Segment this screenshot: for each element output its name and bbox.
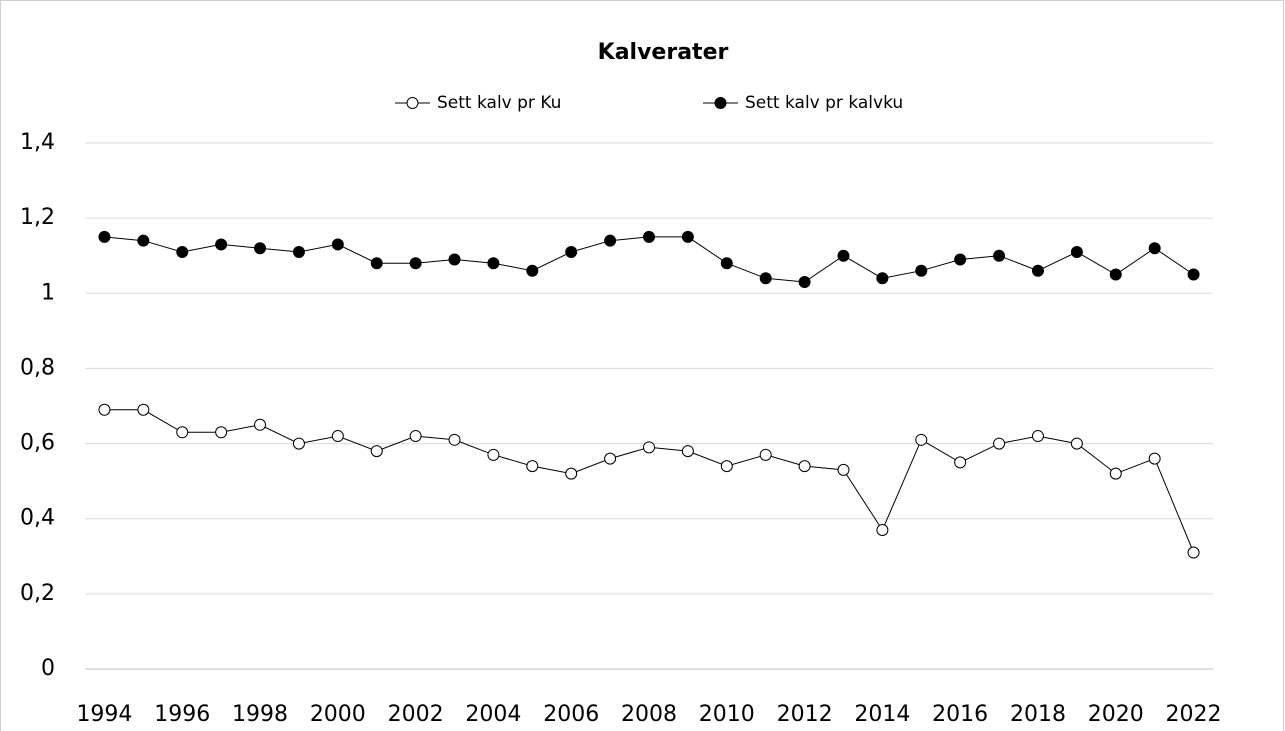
marker bbox=[876, 523, 889, 536]
legend-marker bbox=[714, 97, 727, 109]
y-tick-label: 1,2 bbox=[20, 205, 55, 230]
marker bbox=[1031, 264, 1044, 277]
marker bbox=[1031, 430, 1044, 443]
marker bbox=[643, 441, 655, 454]
marker bbox=[1187, 546, 1200, 559]
x-tick-label: 2014 bbox=[854, 702, 910, 727]
marker bbox=[98, 230, 111, 243]
chart-title: Kalverater bbox=[598, 40, 729, 65]
marker bbox=[604, 452, 617, 465]
marker bbox=[1109, 268, 1122, 281]
marker bbox=[915, 433, 928, 446]
legend-label: Sett kalv pr kalvku bbox=[745, 93, 903, 113]
marker bbox=[409, 430, 422, 443]
marker bbox=[331, 238, 344, 251]
x-tick-label: 2002 bbox=[388, 702, 444, 727]
marker bbox=[215, 238, 228, 251]
marker bbox=[720, 460, 733, 473]
x-tick-label: 1998 bbox=[232, 702, 288, 727]
marker bbox=[954, 456, 967, 469]
marker bbox=[954, 253, 967, 266]
y-tick-label: 0,8 bbox=[20, 355, 55, 380]
y-tick-label: 0,2 bbox=[20, 581, 55, 606]
x-tick-label: 2000 bbox=[310, 702, 366, 727]
marker bbox=[604, 234, 617, 247]
marker bbox=[1148, 452, 1161, 465]
y-tick-label: 0 bbox=[41, 656, 55, 681]
marker bbox=[176, 245, 189, 258]
marker bbox=[137, 234, 150, 247]
marker bbox=[526, 460, 539, 473]
marker bbox=[526, 264, 539, 277]
marker bbox=[681, 230, 694, 243]
marker bbox=[1070, 437, 1083, 450]
marker bbox=[448, 253, 461, 266]
marker bbox=[292, 245, 305, 258]
x-tick-label: 2010 bbox=[699, 702, 755, 727]
marker bbox=[215, 426, 228, 439]
y-tick-label: 1,4 bbox=[20, 130, 55, 155]
marker bbox=[487, 257, 500, 270]
x-tick-label: 1994 bbox=[76, 702, 132, 727]
marker bbox=[876, 272, 889, 285]
marker bbox=[720, 257, 733, 270]
marker bbox=[759, 272, 772, 285]
legend-label: Sett kalv pr Ku bbox=[437, 93, 561, 113]
marker bbox=[798, 276, 811, 289]
marker bbox=[292, 437, 305, 450]
x-tick-label: 2004 bbox=[465, 702, 521, 727]
marker bbox=[837, 463, 850, 476]
marker bbox=[798, 460, 811, 473]
marker bbox=[331, 430, 344, 443]
x-tick-label: 2020 bbox=[1088, 702, 1144, 727]
x-tick-label: 2022 bbox=[1166, 702, 1222, 727]
marker bbox=[759, 448, 772, 461]
marker bbox=[448, 433, 461, 446]
marker bbox=[1070, 245, 1083, 258]
legend-marker bbox=[406, 97, 419, 109]
marker bbox=[254, 418, 267, 431]
x-tick-label: 2012 bbox=[777, 702, 833, 727]
marker bbox=[98, 403, 111, 416]
marker bbox=[1109, 467, 1122, 480]
marker bbox=[565, 245, 578, 258]
marker bbox=[993, 249, 1006, 262]
x-tick-label: 2018 bbox=[1010, 702, 1066, 727]
marker bbox=[487, 448, 500, 461]
marker bbox=[409, 257, 422, 270]
x-tick-label: 2008 bbox=[621, 702, 677, 727]
x-tick-label: 1996 bbox=[154, 702, 210, 727]
y-tick-label: 1 bbox=[41, 280, 55, 305]
marker bbox=[993, 437, 1006, 450]
marker bbox=[370, 257, 383, 270]
marker bbox=[643, 230, 655, 243]
x-tick-label: 2006 bbox=[543, 702, 599, 727]
marker bbox=[837, 249, 850, 262]
marker bbox=[915, 264, 928, 277]
marker bbox=[1187, 268, 1200, 281]
y-tick-label: 0,4 bbox=[20, 506, 55, 531]
marker bbox=[565, 467, 578, 480]
marker bbox=[1148, 242, 1161, 255]
marker bbox=[681, 445, 694, 458]
marker bbox=[137, 403, 150, 416]
y-tick-label: 0,6 bbox=[20, 431, 55, 456]
x-tick-label: 2016 bbox=[932, 702, 988, 727]
marker bbox=[176, 426, 189, 439]
marker bbox=[370, 445, 383, 458]
marker bbox=[254, 242, 267, 255]
